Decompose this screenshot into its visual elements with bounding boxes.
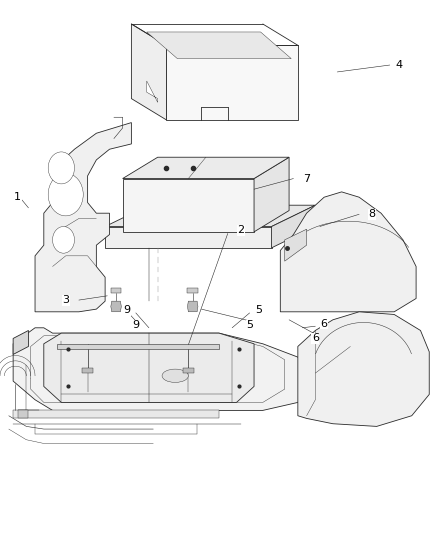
Polygon shape [131,24,166,120]
Polygon shape [166,45,298,120]
Circle shape [48,173,83,216]
Ellipse shape [162,369,188,383]
Polygon shape [13,328,307,410]
Text: 5: 5 [246,320,253,330]
Polygon shape [147,32,291,59]
Polygon shape [187,288,198,293]
Text: 6: 6 [312,334,319,343]
Polygon shape [57,344,219,349]
Polygon shape [13,330,28,354]
Text: 5: 5 [255,305,262,315]
Polygon shape [105,227,272,248]
Text: 7: 7 [303,174,310,183]
Polygon shape [44,333,254,402]
Polygon shape [254,157,289,232]
Polygon shape [82,368,93,373]
Polygon shape [187,301,198,312]
Text: 1: 1 [14,192,21,202]
Text: 3: 3 [62,295,69,305]
Polygon shape [272,205,315,248]
Polygon shape [298,312,429,426]
Polygon shape [285,229,307,261]
Polygon shape [35,123,131,312]
Circle shape [48,152,74,184]
Polygon shape [147,81,158,102]
Circle shape [53,227,74,253]
Polygon shape [123,179,254,232]
Polygon shape [280,192,416,312]
Text: 9: 9 [132,320,139,330]
Text: 8: 8 [369,209,376,219]
Text: 2: 2 [237,225,244,235]
Polygon shape [18,410,28,418]
Polygon shape [111,301,121,312]
Polygon shape [111,288,121,293]
Text: 9: 9 [124,305,131,315]
Polygon shape [183,368,194,373]
Polygon shape [105,205,315,227]
Text: 4: 4 [395,60,402,70]
Polygon shape [13,410,219,418]
Polygon shape [123,157,289,179]
Text: 6: 6 [321,319,328,328]
